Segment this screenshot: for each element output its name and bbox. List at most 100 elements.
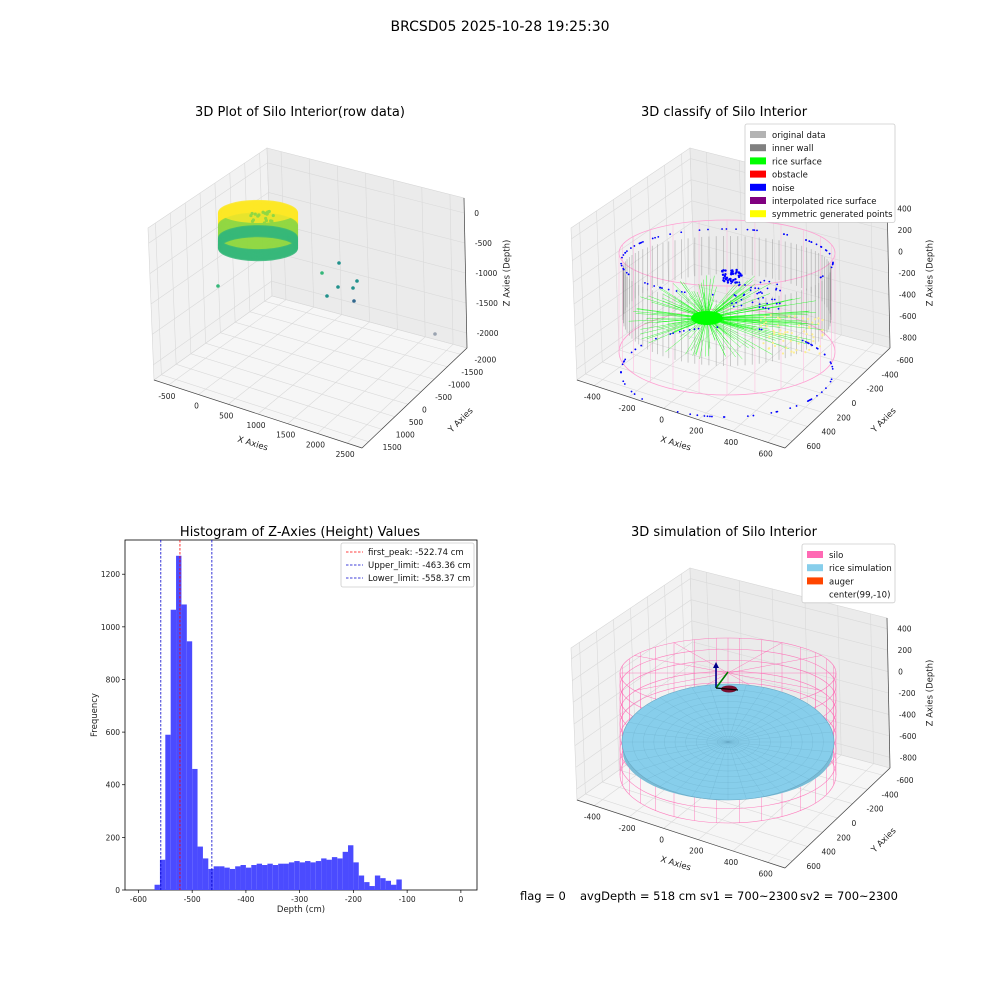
- noise-point: [779, 289, 781, 292]
- panel-classify-title: 3D classify of Silo Interior: [641, 105, 808, 120]
- z-axis-line: [886, 617, 891, 769]
- symmetric-point: [771, 341, 775, 344]
- rice-mesh-spoke: [628, 722, 729, 743]
- noise-cluster-point: [732, 278, 735, 282]
- x-axis-line: [153, 379, 363, 449]
- grid-line-z: [153, 280, 467, 366]
- rice-mesh-spoke: [636, 741, 729, 772]
- x-tick-label: 0: [659, 415, 664, 424]
- panel-histogram: Histogram of Z-Axies (Height) Values -60…: [90, 525, 478, 915]
- noise-cluster-point: [731, 272, 735, 276]
- noise-point: [622, 380, 625, 383]
- noise-point: [820, 391, 823, 394]
- noise-point: [630, 390, 633, 393]
- symmetric-point: [765, 325, 768, 328]
- noise-scatter-point: [758, 306, 761, 309]
- y-tick-label: -1500: [461, 368, 483, 377]
- histogram-bar: [159, 859, 166, 890]
- x-tick-label: 600: [759, 869, 774, 878]
- noise-scatter-point: [738, 284, 740, 287]
- raw-outlier-point: [337, 261, 341, 265]
- rice-mesh-spoke: [628, 741, 729, 762]
- x-axis-line: [576, 379, 786, 449]
- noise-point: [623, 383, 626, 385]
- rice-mesh-spoke: [674, 691, 729, 743]
- y-tick-label: 1000: [101, 623, 120, 632]
- simulation-objects: [619, 637, 837, 824]
- silo-roof-spoke: [634, 655, 729, 674]
- noise-point: [805, 239, 807, 241]
- histogram-bar: [165, 734, 171, 890]
- noise-point: [654, 236, 656, 239]
- noise-point: [654, 337, 657, 340]
- symmetric-point: [779, 329, 782, 332]
- noise-point: [756, 229, 758, 232]
- noise-point: [646, 282, 649, 285]
- noise-scatter-point: [750, 286, 752, 289]
- status-footer: flag = 0 avgDepth = 518 cm sv1 = 700~230…: [520, 889, 898, 903]
- noise-point: [820, 245, 822, 248]
- y-tick-label: 0: [852, 399, 857, 408]
- grid-line-y: [630, 187, 838, 399]
- grid-line-z: [572, 620, 889, 703]
- noise-cluster-point: [734, 277, 737, 281]
- rice-mesh-spoke: [623, 741, 729, 753]
- noise-point: [825, 249, 828, 252]
- noise-point: [622, 360, 625, 363]
- y-tick-label: 600: [807, 862, 822, 871]
- raw-outlier-point: [352, 299, 356, 303]
- histogram-bar: [256, 863, 263, 890]
- y-axis-line: [784, 767, 891, 869]
- noise-point: [752, 229, 754, 231]
- noise-scatter-point: [757, 297, 760, 300]
- y-axis-line: [361, 347, 468, 449]
- symmetric-point: [792, 351, 796, 354]
- noise-point: [804, 340, 807, 343]
- y-tick-label: 1200: [101, 570, 120, 579]
- x-tick-label: 500: [219, 411, 234, 420]
- histogram-bar: [229, 868, 236, 890]
- noise-scatter-point: [773, 298, 776, 301]
- symmetric-point: [801, 317, 805, 320]
- histogram-bar: [364, 882, 370, 890]
- noise-point: [641, 398, 644, 400]
- raw-outlier-point: [293, 242, 297, 246]
- noise-point: [830, 378, 833, 381]
- panel-raw-data: 3D Plot of Silo Interior(row data) -500 0…: [147, 105, 513, 459]
- rice-mesh-spoke: [646, 741, 729, 780]
- x-tick-label: 0: [659, 835, 664, 844]
- rice-mesh-spoke: [727, 722, 828, 743]
- noise-cluster-point: [723, 274, 727, 278]
- noise-scatter-point: [738, 281, 741, 284]
- y-tick-label: -600: [897, 356, 914, 365]
- y-tick-label: 400: [822, 428, 837, 437]
- y-tick-label: 0: [115, 886, 120, 895]
- histogram-bar: [305, 861, 311, 890]
- raw-3d-axes: -500 0 500 1000 1500 2000 2500 -2000 -1500 -1000 -…: [147, 147, 513, 459]
- z-tick-label: -400: [899, 710, 916, 719]
- symmetric-point: [797, 324, 801, 327]
- histogram-bar: [251, 865, 257, 890]
- noise-scatter-point: [758, 291, 760, 294]
- raw-surface-point: [251, 218, 256, 222]
- x-axis-label: Depth (cm): [277, 905, 325, 915]
- x-tick-label: -100: [399, 895, 416, 904]
- legend-swatch: [750, 131, 766, 138]
- raw-surface-point: [265, 210, 270, 214]
- symmetric-point: [793, 315, 796, 318]
- rice-surface-core: [691, 311, 723, 325]
- legend-label: auger: [829, 577, 854, 587]
- noise-scatter-point: [767, 307, 770, 310]
- x-tick-label: 200: [689, 847, 704, 856]
- legend-label: inner wall: [772, 144, 813, 154]
- noise-point: [622, 254, 625, 256]
- noise-point: [810, 241, 813, 243]
- symmetric-point: [813, 318, 816, 321]
- noise-point: [795, 405, 798, 407]
- noise-point: [624, 252, 626, 254]
- y-tick-label: 1500: [383, 443, 402, 452]
- y-tick-label: 600: [106, 728, 121, 737]
- z-axis-line: [886, 197, 891, 349]
- noise-point: [721, 228, 723, 230]
- noise-scatter-point: [766, 302, 769, 305]
